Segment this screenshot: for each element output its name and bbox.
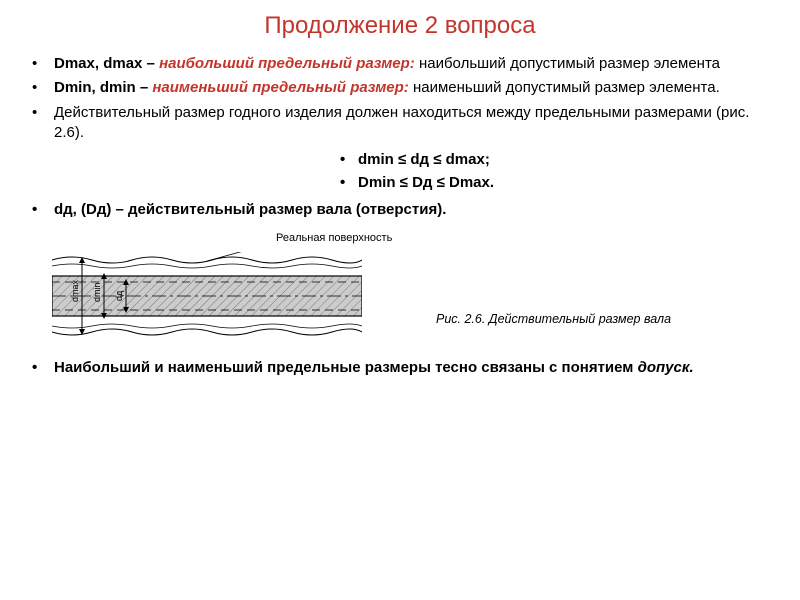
term-text: наибольший предельный размер: <box>159 55 415 72</box>
bullet-dmin: Dmin, dmin – наименьший предельный разме… <box>50 78 772 98</box>
dim-label-dd: dд <box>114 290 124 301</box>
em-text: допуск. <box>638 359 694 376</box>
formula-1: dmin ≤ dд ≤ dmax; <box>28 149 772 172</box>
bullet-dd: dд, (Dд) – действительный размер вала (о… <box>50 200 772 220</box>
bullet-list-3: Наибольший и наименьший предельные разме… <box>28 358 772 378</box>
bullet-dmax: Dmax, dmax – наибольший предельный разме… <box>50 54 772 74</box>
shaft-diagram: dmax dmin dд <box>52 252 362 340</box>
surface-label: Реальная поверхность <box>276 232 392 244</box>
slide-title: Продолжение 2 вопроса <box>28 12 772 40</box>
formula-list: dmin ≤ dд ≤ dmax; Dmin ≤ Dд ≤ Dmax. <box>28 149 772 194</box>
pre-text: Наибольший и наименьший предельные разме… <box>54 359 638 376</box>
bullet-tolerance: Наибольший и наименьший предельные разме… <box>50 358 772 378</box>
term-text: наименьший предельный размер: <box>152 79 408 96</box>
bullet-list: Dmax, dmax – наибольший предельный разме… <box>28 54 772 143</box>
figure-caption: Рис. 2.6. Действительный размер вала <box>436 312 671 326</box>
dim-label-dmax: dmax <box>70 280 80 303</box>
rest-text: наименьший допустимый размер элемента. <box>409 79 720 96</box>
rest-text: наибольший допустимый размер элемента <box>415 55 720 72</box>
bullet-actual-size: Действительный размер годного изделия до… <box>50 103 772 144</box>
dim-label-dmin: dmin <box>92 283 102 303</box>
figure-area: Реальная поверхность Рис. 2.6. Действите… <box>46 230 772 350</box>
bullet-list-2: dд, (Dд) – действительный размер вала (о… <box>28 200 772 220</box>
lead-text: Dmin, dmin – <box>54 79 152 96</box>
lead-text: Dmax, dmax – <box>54 55 159 72</box>
formula-2: Dmin ≤ Dд ≤ Dmax. <box>28 172 772 195</box>
